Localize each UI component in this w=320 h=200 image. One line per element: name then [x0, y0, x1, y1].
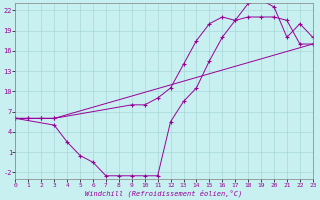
- X-axis label: Windchill (Refroidissement éolien,°C): Windchill (Refroidissement éolien,°C): [85, 189, 243, 197]
